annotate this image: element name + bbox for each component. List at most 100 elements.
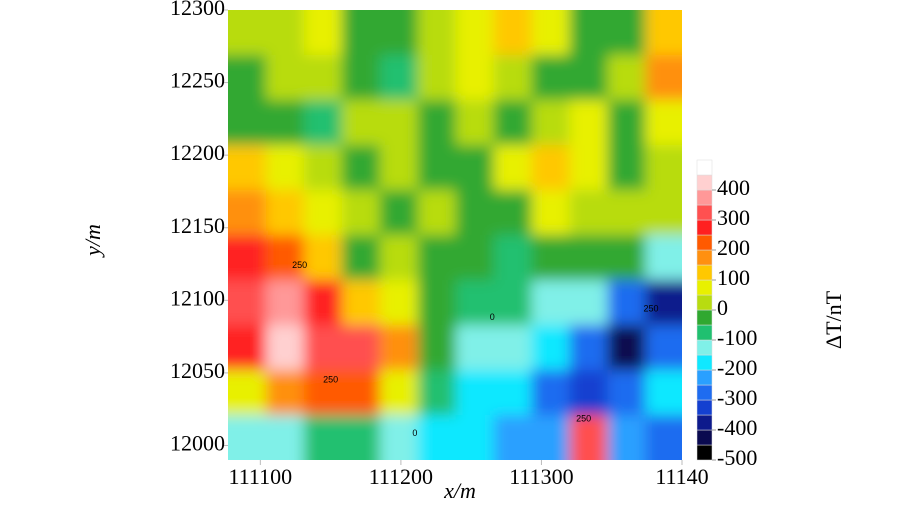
x-tick-label: 11140 xyxy=(655,464,708,489)
map-cell xyxy=(455,415,495,460)
map-cell xyxy=(265,100,305,146)
map-cell xyxy=(228,55,267,101)
colorbar-tick-label: 100 xyxy=(717,265,750,290)
map-cell xyxy=(341,100,381,146)
map-cell xyxy=(531,55,571,101)
map-cell xyxy=(607,325,646,371)
map-cell xyxy=(228,190,267,236)
map-cell xyxy=(455,55,495,101)
map-cell xyxy=(341,280,381,326)
map-cell xyxy=(645,190,682,236)
colorbar-bin xyxy=(696,189,713,206)
map-cell xyxy=(379,415,419,460)
map-cell xyxy=(379,370,419,416)
map-cell xyxy=(265,280,305,326)
map-cell xyxy=(569,55,609,101)
x-axis-label: x/m xyxy=(443,478,476,503)
map-cell xyxy=(379,100,419,146)
colorbar-bin xyxy=(696,444,713,461)
map-cell xyxy=(569,370,609,416)
map-cell xyxy=(341,235,381,281)
colorbar-label: ΔT/nT xyxy=(821,290,846,349)
map-cell xyxy=(379,145,419,191)
map-cell xyxy=(417,280,457,326)
colorbar-bin xyxy=(696,204,713,221)
colorbar-tick-label: 400 xyxy=(717,175,750,200)
map-cell xyxy=(455,145,495,191)
map-cell xyxy=(265,325,305,371)
map-cell xyxy=(379,10,419,56)
map-cell xyxy=(493,145,533,191)
map-cell xyxy=(531,415,571,460)
map-cell xyxy=(645,280,682,326)
map-cell xyxy=(645,415,682,460)
map-cell xyxy=(228,10,267,56)
y-tick-label: 12300 xyxy=(170,0,225,20)
colorbar-tick-label: -200 xyxy=(717,355,757,380)
map-cell xyxy=(607,415,646,460)
colorbar-tick-label: -100 xyxy=(717,325,757,350)
contour-label: 250 xyxy=(323,375,338,385)
contour-label: 250 xyxy=(644,303,659,313)
map-cell xyxy=(417,325,457,371)
colorbar-bin xyxy=(696,414,713,431)
map-cell xyxy=(645,55,682,101)
colorbar-tick-label: -500 xyxy=(717,445,757,470)
map-cell xyxy=(417,10,457,56)
map-cell xyxy=(569,325,609,371)
map-cell xyxy=(493,55,533,101)
y-tick-label: 12050 xyxy=(170,358,225,383)
map-cell xyxy=(265,145,305,191)
map-cell xyxy=(379,190,419,236)
map-cell xyxy=(379,55,419,101)
map-cell xyxy=(265,55,305,101)
map-cell xyxy=(607,280,646,326)
map-cell xyxy=(645,235,682,281)
map-cell xyxy=(417,190,457,236)
map-cell xyxy=(417,370,457,416)
map-cell xyxy=(265,235,305,281)
map-cell xyxy=(493,370,533,416)
map-cell xyxy=(531,190,571,236)
map-cell xyxy=(417,235,457,281)
map-cell xyxy=(645,100,682,146)
map-cell xyxy=(607,100,646,146)
map-cell xyxy=(228,325,267,371)
map-cell xyxy=(379,235,419,281)
contour-label: 250 xyxy=(292,260,307,270)
colorbar-bin xyxy=(696,429,713,446)
map-cell xyxy=(493,415,533,460)
map-cell xyxy=(493,100,533,146)
colorbar-bin xyxy=(696,339,713,356)
map-cell xyxy=(265,190,305,236)
map-cell xyxy=(303,370,343,416)
map-cell xyxy=(455,190,495,236)
colorbar-bin xyxy=(696,249,713,266)
map-cell xyxy=(228,235,267,281)
colorbar-bin xyxy=(696,369,713,386)
map-cell xyxy=(455,10,495,56)
map-cell xyxy=(341,415,381,460)
colorbar-bin xyxy=(696,354,713,371)
map-cell xyxy=(493,235,533,281)
map-cell xyxy=(531,325,571,371)
map-cell xyxy=(303,55,343,101)
colorbar-bin xyxy=(696,399,713,416)
colorbar-tick-label: 300 xyxy=(717,205,750,230)
map-cell xyxy=(455,235,495,281)
map-cell xyxy=(531,145,571,191)
colorbar-bin xyxy=(696,234,713,251)
map-cell xyxy=(265,10,305,56)
map-cell xyxy=(645,10,682,56)
map-cell xyxy=(455,370,495,416)
map-cell xyxy=(303,325,343,371)
map-cell xyxy=(607,145,646,191)
map-cell xyxy=(303,280,343,326)
map-cell xyxy=(531,235,571,281)
map-cell xyxy=(341,325,381,371)
map-cell xyxy=(455,100,495,146)
map-cell xyxy=(417,55,457,101)
map-cell xyxy=(455,325,495,371)
map-cell xyxy=(493,190,533,236)
